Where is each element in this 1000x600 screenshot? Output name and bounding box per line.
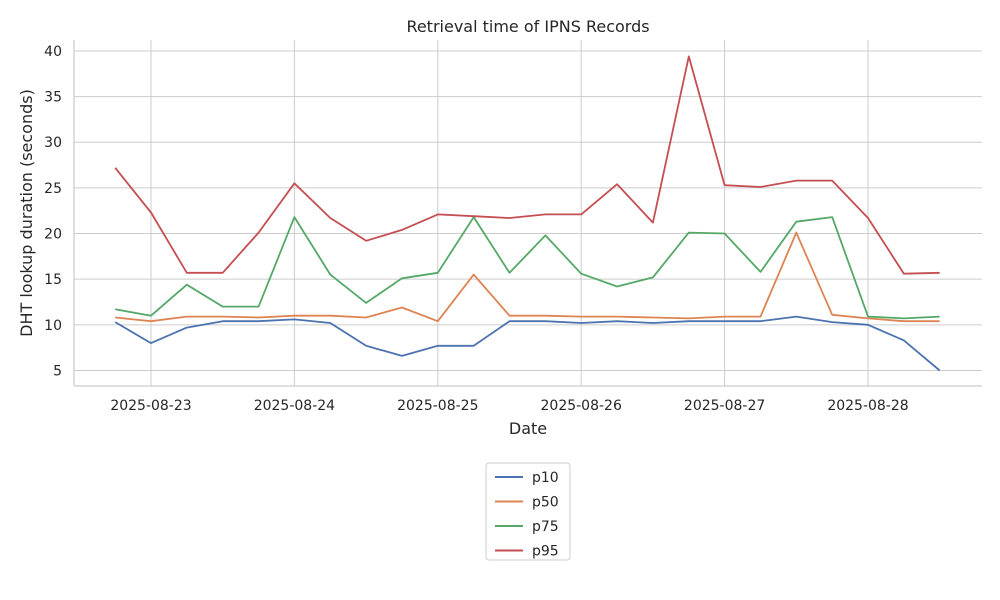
chart-title: Retrieval time of IPNS Records (406, 17, 649, 36)
y-tick-label: 40 (44, 44, 62, 60)
y-tick-label: 25 (44, 181, 62, 197)
x-tick-label: 2025-08-25 (397, 398, 478, 414)
tick-labels: 5 10 15 20 25 30 35 40 2025-08-23 2025-08-24 2025-… (44, 44, 909, 414)
gridlines (74, 40, 982, 386)
legend-label-p10: p10 (532, 470, 559, 486)
series-line-p75 (115, 216, 940, 320)
legend-label-p75: p75 (532, 519, 559, 535)
series-line-p95 (114, 55, 940, 275)
y-tick-label: 10 (44, 318, 62, 334)
y-tick-label: 20 (44, 227, 62, 243)
y-tick-label: 5 (53, 363, 62, 379)
legend-label-p50: p50 (532, 495, 559, 511)
x-tick-label: 2025-08-28 (827, 398, 908, 414)
x-tick-label: 2025-08-27 (684, 398, 765, 414)
y-tick-label: 35 (44, 90, 62, 106)
x-tick-label: 2025-08-26 (541, 398, 622, 414)
legend-box (485, 462, 571, 561)
axes (73, 40, 982, 387)
x-tick-label: 2025-08-24 (254, 398, 335, 414)
series-line-p50 (115, 231, 940, 323)
series-lines (114, 55, 941, 372)
series-line-p10 (114, 315, 941, 372)
x-tick-label: 2025-08-23 (110, 398, 191, 414)
legend: p10 p50 p75 p95 (485, 462, 571, 561)
y-tick-label: 15 (44, 272, 62, 288)
legend-label-p95: p95 (532, 544, 559, 560)
y-axis-title: DHT lookup duration (seconds) (17, 89, 36, 337)
y-tick-label: 30 (44, 135, 62, 151)
x-axis-title: Date (509, 419, 547, 438)
